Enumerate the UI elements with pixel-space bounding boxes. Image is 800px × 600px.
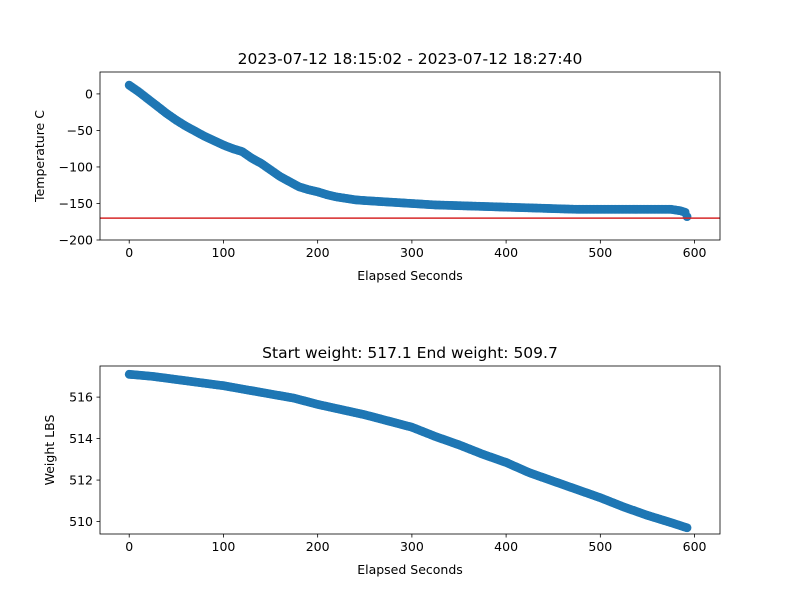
y-tick-label: 510	[69, 514, 93, 529]
temperature-plot: 2023-07-12 18:15:02 - 2023-07-12 18:27:4…	[32, 50, 721, 283]
x-tick-label: 400	[494, 245, 518, 260]
x-tick-label: 600	[683, 245, 707, 260]
data-points	[124, 369, 692, 533]
data-point	[682, 523, 692, 533]
y-tick-label: 0	[85, 86, 93, 101]
x-tick-label: 400	[494, 539, 518, 554]
axes-frame	[99, 365, 721, 535]
axes-frame	[99, 71, 721, 241]
weight-y-axis-label: Weight LBS	[42, 415, 57, 486]
x-tick-label: 300	[400, 245, 424, 260]
weight-x-axis-label: Elapsed Seconds	[357, 562, 463, 577]
x-tick-label: 0	[125, 539, 133, 554]
y-tick-label: −50	[67, 123, 93, 138]
x-tick-label: 100	[212, 245, 236, 260]
data-points	[124, 80, 692, 222]
x-tick-label: 500	[588, 245, 612, 260]
temperature-plot-title: 2023-07-12 18:15:02 - 2023-07-12 18:27:4…	[238, 50, 583, 68]
weight-plot: Start weight: 517.1 End weight: 509.7 El…	[42, 344, 721, 577]
y-tick-label: −200	[59, 233, 93, 248]
x-tick-label: 300	[400, 539, 424, 554]
x-tick-label: 0	[125, 245, 133, 260]
x-tick-label: 500	[588, 539, 612, 554]
x-tick-label: 100	[212, 539, 236, 554]
weight-plot-title: Start weight: 517.1 End weight: 509.7	[262, 344, 558, 362]
temperature-x-axis-label: Elapsed Seconds	[357, 268, 463, 283]
temperature-y-axis-label: Temperature C	[32, 110, 47, 203]
x-tick-label: 200	[306, 245, 330, 260]
y-tick-label: 512	[69, 473, 93, 488]
x-tick-label: 200	[306, 539, 330, 554]
y-tick-label: −100	[59, 159, 93, 174]
x-tick-label: 600	[683, 539, 707, 554]
y-tick-label: 514	[69, 431, 93, 446]
y-tick-label: 516	[69, 390, 93, 405]
y-tick-label: −150	[59, 196, 93, 211]
data-point	[682, 212, 692, 222]
